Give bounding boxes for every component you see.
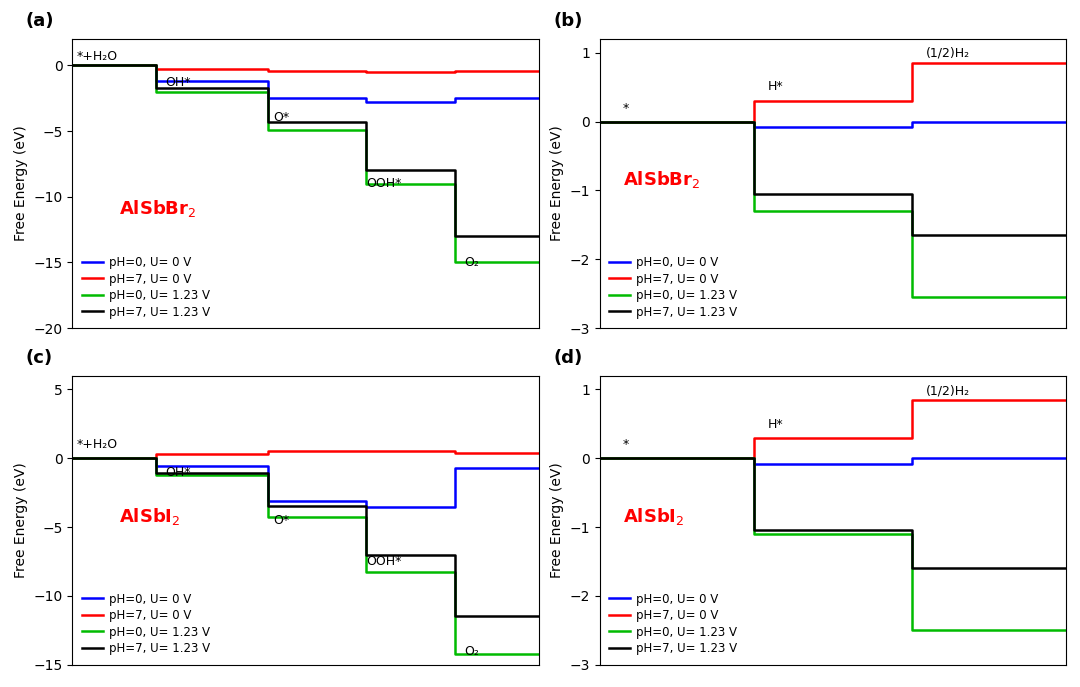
Text: *: * bbox=[623, 102, 630, 115]
Text: AlSbBr$_2$: AlSbBr$_2$ bbox=[119, 198, 197, 219]
Y-axis label: Free Energy (eV): Free Energy (eV) bbox=[550, 126, 564, 241]
Text: *+H₂O: *+H₂O bbox=[77, 50, 118, 63]
Legend: pH=0, U= 0 V, pH=7, U= 0 V, pH=0, U= 1.23 V, pH=7, U= 1.23 V: pH=0, U= 0 V, pH=7, U= 0 V, pH=0, U= 1.2… bbox=[79, 589, 214, 659]
Text: AlSbI$_2$: AlSbI$_2$ bbox=[119, 506, 180, 527]
Text: (b): (b) bbox=[553, 12, 582, 30]
Legend: pH=0, U= 0 V, pH=7, U= 0 V, pH=0, U= 1.23 V, pH=7, U= 1.23 V: pH=0, U= 0 V, pH=7, U= 0 V, pH=0, U= 1.2… bbox=[79, 252, 214, 322]
Text: AlSbBr$_2$: AlSbBr$_2$ bbox=[623, 169, 701, 190]
Y-axis label: Free Energy (eV): Free Energy (eV) bbox=[14, 462, 28, 578]
Text: *+H₂O: *+H₂O bbox=[77, 438, 118, 451]
Text: (1/2)H₂: (1/2)H₂ bbox=[927, 385, 970, 398]
Text: O₂: O₂ bbox=[464, 644, 480, 657]
Text: (a): (a) bbox=[26, 12, 54, 30]
Legend: pH=0, U= 0 V, pH=7, U= 0 V, pH=0, U= 1.23 V, pH=7, U= 1.23 V: pH=0, U= 0 V, pH=7, U= 0 V, pH=0, U= 1.2… bbox=[606, 589, 741, 659]
Text: O*: O* bbox=[273, 111, 289, 124]
Text: (1/2)H₂: (1/2)H₂ bbox=[927, 47, 970, 60]
Text: (d): (d) bbox=[553, 349, 582, 367]
Text: AlSbI$_2$: AlSbI$_2$ bbox=[623, 506, 685, 527]
Y-axis label: Free Energy (eV): Free Energy (eV) bbox=[550, 462, 564, 578]
Text: O*: O* bbox=[273, 514, 289, 527]
Text: OH*: OH* bbox=[165, 76, 191, 89]
Text: *: * bbox=[623, 438, 630, 451]
Text: H*: H* bbox=[768, 80, 783, 93]
Text: OOH*: OOH* bbox=[366, 555, 402, 568]
Y-axis label: Free Energy (eV): Free Energy (eV) bbox=[14, 126, 28, 241]
Text: (c): (c) bbox=[26, 349, 53, 367]
Legend: pH=0, U= 0 V, pH=7, U= 0 V, pH=0, U= 1.23 V, pH=7, U= 1.23 V: pH=0, U= 0 V, pH=7, U= 0 V, pH=0, U= 1.2… bbox=[606, 252, 741, 322]
Text: O₂: O₂ bbox=[464, 256, 480, 269]
Text: OOH*: OOH* bbox=[366, 177, 402, 190]
Text: OH*: OH* bbox=[165, 466, 191, 479]
Text: H*: H* bbox=[768, 418, 783, 431]
